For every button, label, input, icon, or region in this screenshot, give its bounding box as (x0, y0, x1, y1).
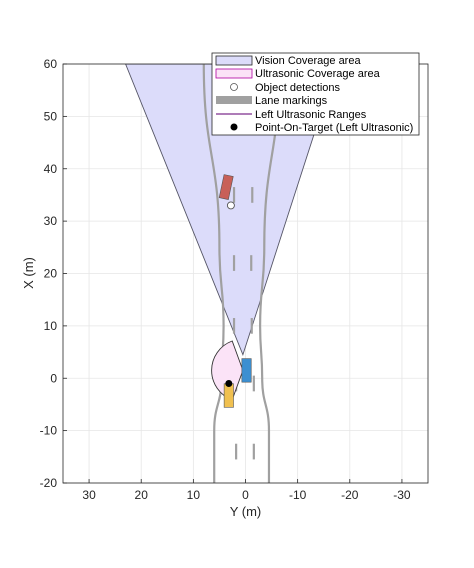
legend-marker-detection (230, 83, 238, 91)
x-tick-label: -30 (393, 488, 411, 502)
lane-boundary (202, 64, 225, 483)
legend-swatch-lane (216, 96, 252, 104)
x-tick-label: -20 (341, 488, 359, 502)
y-axis-ticks: 60 50 40 30 20 10 0 -10 -20 (40, 57, 67, 490)
vehicle-target (218, 174, 234, 200)
x-tick-label: 0 (242, 488, 249, 502)
y-tick-label: 30 (44, 214, 58, 228)
x-tick-label: 30 (82, 488, 96, 502)
lane-boundary (258, 64, 281, 483)
y-tick-label: 40 (44, 162, 58, 176)
y-tick-label: 50 (44, 109, 58, 123)
x-tick-label: 20 (135, 488, 149, 502)
x-axis-label: Y (m) (230, 504, 262, 519)
y-tick-label: -20 (40, 476, 58, 490)
x-tick-label: 10 (187, 488, 201, 502)
legend: Vision Coverage area Ultrasonic Coverage… (211, 52, 420, 136)
legend-label-detection: Object detections (255, 82, 340, 94)
plot-content (125, 64, 338, 483)
y-axis-label: X (m) (21, 257, 36, 289)
legend-swatch-ultrasonic (215, 68, 253, 79)
y-tick-label: 20 (44, 267, 58, 281)
y-tick-label: 0 (50, 371, 57, 385)
legend-label-lane: Lane markings (255, 95, 328, 107)
legend-label-range: Left Ultrasonic Ranges (255, 109, 367, 121)
x-axis-ticks: 30 20 10 0 -10 -20 -30 (82, 479, 411, 502)
legend-label-ultrasonic: Ultrasonic Coverage area (255, 68, 381, 80)
x-tick-label: -10 (289, 488, 307, 502)
point-on-target-marker (225, 379, 233, 387)
y-tick-label: 10 (44, 319, 58, 333)
vehicle-ego (241, 358, 252, 383)
vehicle-parked (223, 383, 234, 408)
legend-label-vision: Vision Coverage area (255, 55, 361, 67)
legend-marker-point-on-target (230, 123, 238, 131)
legend-label-point-on-target: Point-On-Target (Left Ultrasonic) (255, 122, 413, 134)
y-tick-label: -10 (40, 424, 58, 438)
legend-box (211, 52, 420, 136)
legend-swatch-vision (215, 55, 253, 66)
y-tick-label: 60 (44, 57, 58, 71)
object-detection-marker (226, 201, 235, 210)
